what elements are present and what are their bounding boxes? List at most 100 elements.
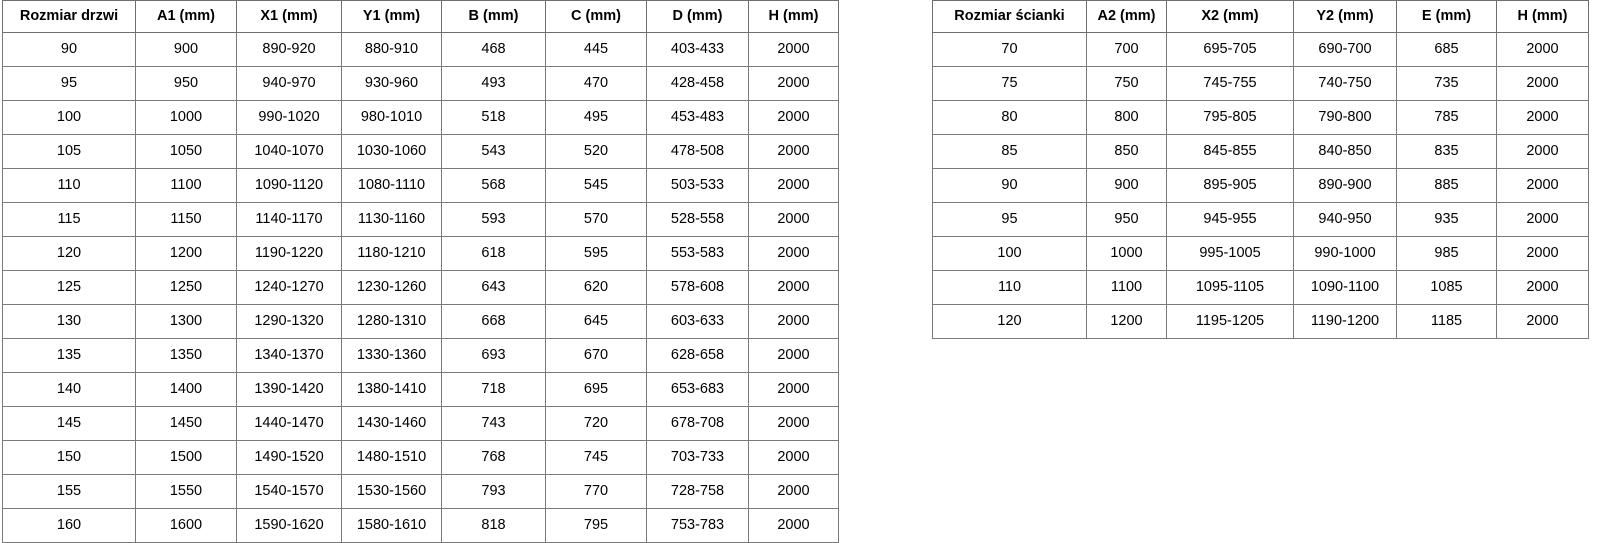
column-header-rozmiar-drzwi: Rozmiar drzwi	[2, 0, 136, 33]
door-table-body: 90 900 890-920 880-910 468 445 403-433 2000 95 95…	[2, 32, 839, 543]
table-cell: 2000	[1496, 66, 1589, 101]
table-cell: 2000	[1496, 202, 1589, 237]
table-cell: 643	[441, 270, 546, 305]
door-dimensions-table-container: Rozmiar drzwi A1 (mm) X1 (mm) Y1 (mm) B …	[2, 0, 839, 543]
table-cell: 2000	[748, 100, 839, 135]
table-cell: 1180-1210	[341, 236, 442, 271]
table-cell: 735	[1396, 66, 1497, 101]
table-cell: 985	[1396, 236, 1497, 271]
table-cell: 1000	[135, 100, 237, 135]
table-cell: 1195-1205	[1166, 304, 1294, 339]
table-cell: 428-458	[646, 66, 749, 101]
table-cell: 645	[545, 304, 647, 339]
table-cell: 578-608	[646, 270, 749, 305]
column-header-h: H (mm)	[1496, 0, 1589, 33]
table-cell: 518	[441, 100, 546, 135]
table-cell: 2000	[1496, 304, 1589, 339]
row-label-cell: 95	[2, 66, 136, 101]
table-cell: 403-433	[646, 32, 749, 67]
row-label-cell: 110	[932, 270, 1087, 305]
table-cell: 695-705	[1166, 32, 1294, 67]
table-cell: 695	[545, 372, 647, 407]
table-cell: 570	[545, 202, 647, 237]
table-row: 110 1100 1090-1120 1080-1110 568 545 503-533 20…	[2, 168, 839, 203]
table-row: 90 900 890-920 880-910 468 445 403-433 2000	[2, 32, 839, 67]
table-row: 85 850 845-855 840-850 835 2000	[932, 134, 1589, 169]
table-cell: 693	[441, 338, 546, 373]
table-cell: 1350	[135, 338, 237, 373]
table-cell: 1430-1460	[341, 406, 442, 441]
table-cell: 2000	[748, 338, 839, 373]
row-label-cell: 80	[932, 100, 1087, 135]
row-label-cell: 125	[2, 270, 136, 305]
table-cell: 470	[545, 66, 647, 101]
row-label-cell: 145	[2, 406, 136, 441]
table-cell: 995-1005	[1166, 236, 1294, 271]
table-cell: 1100	[1086, 270, 1167, 305]
table-cell: 543	[441, 134, 546, 169]
row-label-cell: 75	[932, 66, 1087, 101]
table-cell: 745	[545, 440, 647, 475]
row-label-cell: 150	[2, 440, 136, 475]
table-cell: 885	[1396, 168, 1497, 203]
row-label-cell: 70	[932, 32, 1087, 67]
table-header-row: Rozmiar ścianki A2 (mm) X2 (mm) Y2 (mm) …	[932, 0, 1589, 33]
table-cell: 880-910	[341, 32, 442, 67]
row-label-cell: 85	[932, 134, 1087, 169]
table-cell: 750	[1086, 66, 1167, 101]
table-row: 100 1000 990-1020 980-1010 518 495 453-483 2000	[2, 100, 839, 135]
wall-dimensions-table-container: Rozmiar ścianki A2 (mm) X2 (mm) Y2 (mm) …	[932, 0, 1589, 339]
table-cell: 1290-1320	[236, 304, 342, 339]
table-cell: 690-700	[1293, 32, 1397, 67]
table-cell: 1085	[1396, 270, 1497, 305]
table-cell: 1340-1370	[236, 338, 342, 373]
column-header-rozmiar-scianki: Rozmiar ścianki	[932, 0, 1087, 33]
table-cell: 2000	[748, 32, 839, 67]
table-cell: 945-955	[1166, 202, 1294, 237]
row-label-cell: 140	[2, 372, 136, 407]
table-header-row: Rozmiar drzwi A1 (mm) X1 (mm) Y1 (mm) B …	[2, 0, 839, 33]
table-cell: 718	[441, 372, 546, 407]
table-cell: 2000	[748, 270, 839, 305]
table-cell: 728-758	[646, 474, 749, 509]
table-cell: 1050	[135, 134, 237, 169]
table-cell: 653-683	[646, 372, 749, 407]
table-cell: 1440-1470	[236, 406, 342, 441]
door-dimensions-table: Rozmiar drzwi A1 (mm) X1 (mm) Y1 (mm) B …	[2, 0, 839, 543]
table-cell: 980-1010	[341, 100, 442, 135]
table-cell: 678-708	[646, 406, 749, 441]
table-cell: 950	[135, 66, 237, 101]
table-cell: 845-855	[1166, 134, 1294, 169]
table-cell: 720	[545, 406, 647, 441]
table-cell: 890-900	[1293, 168, 1397, 203]
table-cell: 2000	[1496, 134, 1589, 169]
row-label-cell: 130	[2, 304, 136, 339]
column-header-y1: Y1 (mm)	[341, 0, 442, 33]
table-cell: 2000	[1496, 100, 1589, 135]
table-cell: 1490-1520	[236, 440, 342, 475]
table-cell: 940-950	[1293, 202, 1397, 237]
table-cell: 1450	[135, 406, 237, 441]
table-row: 95 950 945-955 940-950 935 2000	[932, 202, 1589, 237]
table-cell: 553-583	[646, 236, 749, 271]
row-label-cell: 115	[2, 202, 136, 237]
row-label-cell: 100	[932, 236, 1087, 271]
table-cell: 795-805	[1166, 100, 1294, 135]
table-cell: 1400	[135, 372, 237, 407]
table-cell: 628-658	[646, 338, 749, 373]
table-row: 135 1350 1340-1370 1330-1360 693 670 628-658 20…	[2, 338, 839, 373]
table-cell: 840-850	[1293, 134, 1397, 169]
table-cell: 2000	[748, 474, 839, 509]
table-cell: 1230-1260	[341, 270, 442, 305]
table-cell: 1100	[135, 168, 237, 203]
column-header-a2: A2 (mm)	[1086, 0, 1167, 33]
table-cell: 2000	[1496, 236, 1589, 271]
table-cell: 700	[1086, 32, 1167, 67]
table-row: 90 900 895-905 890-900 885 2000	[932, 168, 1589, 203]
row-label-cell: 105	[2, 134, 136, 169]
row-label-cell: 155	[2, 474, 136, 509]
table-cell: 703-733	[646, 440, 749, 475]
table-cell: 930-960	[341, 66, 442, 101]
table-cell: 740-750	[1293, 66, 1397, 101]
